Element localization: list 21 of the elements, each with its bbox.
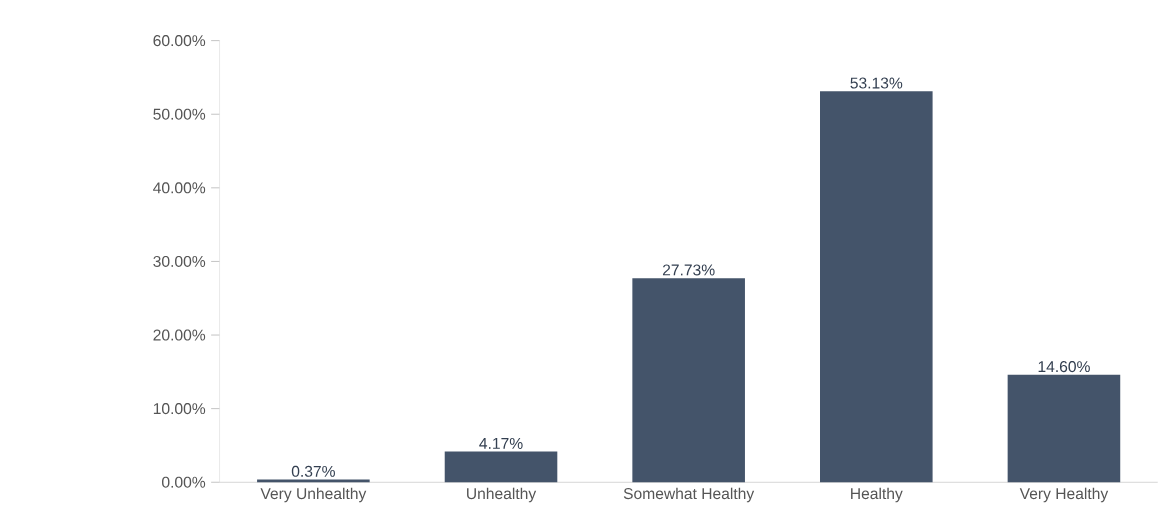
y-tick-label: 60.00%: [153, 35, 206, 47]
data-label: 53.13%: [850, 77, 903, 89]
y-tick-label: 40.00%: [153, 182, 206, 194]
x-tick-label: Very Healthy: [1019, 487, 1109, 503]
y-tick-label: 50.00%: [153, 108, 206, 120]
x-tick-label: Very Unhealthy: [260, 487, 367, 503]
y-tick-label: 0.00%: [162, 476, 206, 488]
bar: [1007, 374, 1121, 483]
x-tick-label: Unhealthy: [467, 487, 537, 503]
data-label: 4.17%: [479, 438, 523, 450]
data-label: 14.60%: [1038, 361, 1090, 373]
data-label: 0.37%: [291, 465, 335, 478]
y-tick-label: 10.00%: [153, 403, 206, 415]
bar: [820, 91, 933, 483]
x-tick-label: Somewhat Healthy: [623, 487, 755, 503]
y-tick-label: 30.00%: [153, 256, 206, 268]
y-tick-label: 20.00%: [153, 329, 206, 341]
data-label: 27.73%: [662, 264, 715, 276]
bar: [632, 278, 745, 483]
bar: [444, 451, 558, 483]
x-tick-label: Healthy: [851, 487, 903, 503]
